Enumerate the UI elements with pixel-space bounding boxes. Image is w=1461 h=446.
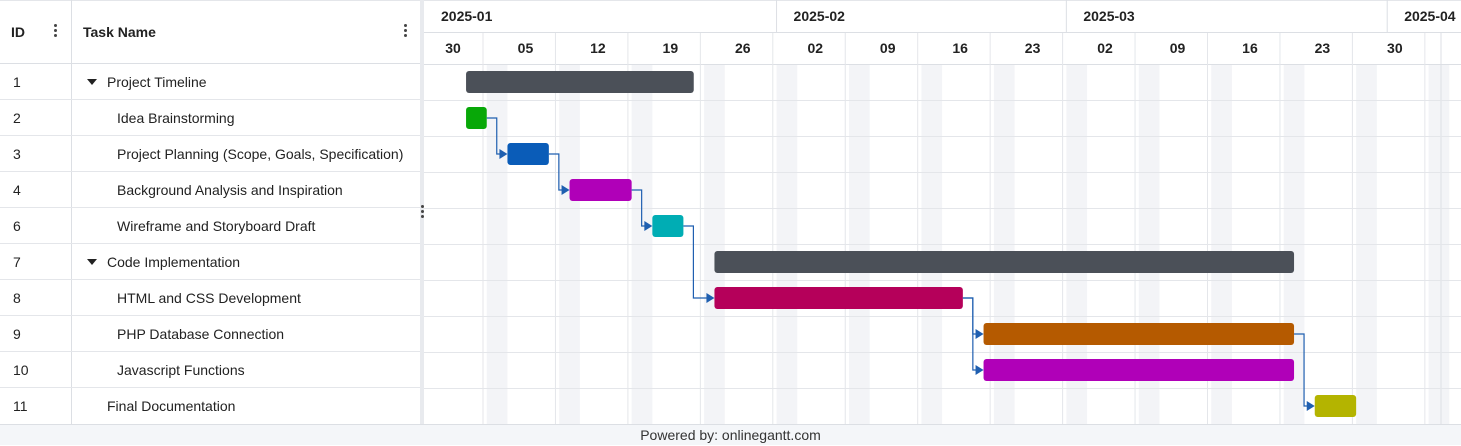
task-id: 2 xyxy=(13,110,21,126)
task-name: Background Analysis and Inspiration xyxy=(117,182,343,198)
week-label: 30 xyxy=(445,40,461,56)
task-id: 9 xyxy=(13,326,21,342)
collapse-caret-icon[interactable] xyxy=(87,79,97,85)
task-name: PHP Database Connection xyxy=(117,326,285,342)
week-label: 16 xyxy=(952,40,968,56)
task-bar[interactable] xyxy=(1314,395,1357,417)
id-column-header[interactable]: ID xyxy=(11,24,25,40)
week-label: 02 xyxy=(807,40,823,56)
task-bar[interactable] xyxy=(983,359,1295,381)
task-row[interactable]: 11 Final Documentation xyxy=(0,388,420,424)
task-row[interactable]: 9 PHP Database Connection xyxy=(0,316,420,352)
task-bar[interactable] xyxy=(466,107,487,129)
task-row[interactable]: 1 Project Timeline xyxy=(0,64,420,100)
month-label: 2025-04 xyxy=(1404,8,1456,24)
task-row[interactable]: 8 HTML and CSS Development xyxy=(0,280,420,316)
dependency-link xyxy=(683,225,708,299)
splitter-handle-icon[interactable] xyxy=(420,205,424,219)
task-bar[interactable] xyxy=(714,251,1295,273)
week-label: 05 xyxy=(518,40,534,56)
task-row[interactable]: 10 Javascript Functions xyxy=(0,352,420,388)
dependency-arrow-icon xyxy=(975,329,984,339)
id-column-menu-icon[interactable] xyxy=(50,24,60,42)
task-name-column-menu-icon[interactable] xyxy=(400,24,410,42)
grid-header: ID Task Name xyxy=(0,0,420,64)
task-name: HTML and CSS Development xyxy=(117,290,301,306)
footer: Powered by: onlinegantt.com xyxy=(0,424,1461,445)
week-label: 09 xyxy=(1170,40,1186,56)
dependency-arrow-icon xyxy=(1306,401,1315,411)
task-name: Project Timeline xyxy=(107,74,207,90)
dependency-link xyxy=(486,117,501,155)
task-name: Project Planning (Scope, Goals, Specific… xyxy=(117,146,404,162)
week-label: 19 xyxy=(663,40,679,56)
month-label: 2025-01 xyxy=(441,8,493,24)
column-divider xyxy=(71,0,72,424)
task-bar[interactable] xyxy=(714,287,963,309)
dependency-link xyxy=(962,297,977,371)
task-bar[interactable] xyxy=(507,143,549,165)
task-name: Javascript Functions xyxy=(117,362,245,378)
dependency-link xyxy=(1294,333,1308,407)
week-label: 26 xyxy=(735,40,751,56)
task-bar[interactable] xyxy=(569,179,632,201)
task-name: Wireframe and Storyboard Draft xyxy=(117,218,316,234)
month-label: 2025-02 xyxy=(794,8,846,24)
dependency-arrow-icon xyxy=(975,365,984,375)
task-id: 6 xyxy=(13,218,21,234)
task-row[interactable]: 2 Idea Brainstorming xyxy=(0,100,420,136)
powered-by-text[interactable]: Powered by: onlinegantt.com xyxy=(640,427,821,443)
task-bar[interactable] xyxy=(652,215,684,237)
gantt-chart: 2025-01 2025-02 2025-03 2025-04 30 05 12 19 26 02… xyxy=(424,0,1461,424)
week-label: 30 xyxy=(1387,40,1403,56)
week-label: 23 xyxy=(1025,40,1041,56)
dependency-link xyxy=(548,153,563,191)
dependency-arrow-icon xyxy=(706,293,715,303)
dependency-link xyxy=(631,189,646,227)
task-id: 11 xyxy=(13,398,28,414)
task-name: Idea Brainstorming xyxy=(117,110,235,126)
dependency-arrow-icon xyxy=(499,149,508,159)
week-label: 02 xyxy=(1097,40,1113,56)
week-label: 12 xyxy=(590,40,606,56)
week-label: 16 xyxy=(1242,40,1258,56)
task-id: 10 xyxy=(13,362,29,378)
task-row[interactable]: 4 Background Analysis and Inspiration xyxy=(0,172,420,208)
dependency-arrow-icon xyxy=(561,185,570,195)
task-name: Code Implementation xyxy=(107,254,241,270)
task-row[interactable]: 7 Code Implementation xyxy=(0,244,420,280)
task-name-column-header[interactable]: Task Name xyxy=(83,24,156,40)
month-label: 2025-03 xyxy=(1083,8,1135,24)
task-row[interactable]: 3 Project Planning (Scope, Goals, Specif… xyxy=(0,136,420,172)
week-label: 23 xyxy=(1315,40,1331,56)
task-grid: ID Task Name 1 Project Timeline 2 Idea B… xyxy=(0,0,420,424)
task-bar[interactable] xyxy=(466,71,694,93)
task-id: 3 xyxy=(13,146,21,162)
task-id: 4 xyxy=(13,182,21,198)
task-bar[interactable] xyxy=(983,323,1295,345)
task-id: 8 xyxy=(13,290,21,306)
task-id: 1 xyxy=(13,74,21,90)
week-label: 09 xyxy=(880,40,896,56)
dependency-arrow-icon xyxy=(644,221,653,231)
task-name: Final Documentation xyxy=(107,398,236,414)
collapse-caret-icon[interactable] xyxy=(87,259,97,265)
task-row[interactable]: 6 Wireframe and Storyboard Draft xyxy=(0,208,420,244)
task-id: 7 xyxy=(13,254,21,270)
